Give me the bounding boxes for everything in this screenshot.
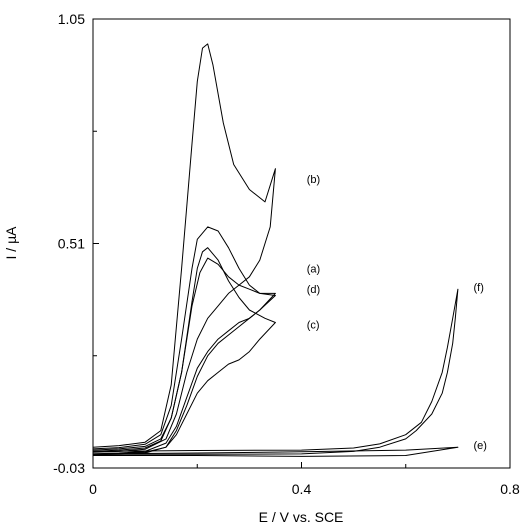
y-axis-title: I / µA	[3, 226, 19, 260]
x-tick-label: 0	[89, 481, 97, 497]
series-curve-6	[92, 288, 459, 455]
series-curve-4	[92, 226, 276, 455]
y-tick-label: 0.51	[58, 236, 85, 252]
curve-label: (e)	[474, 440, 487, 452]
series-curve-5	[92, 446, 459, 457]
curve-label: (a)	[307, 263, 320, 275]
curve-labels-group: (b) (a) (d) (c) (f) (e)	[307, 174, 487, 452]
x-tick-label: 0.4	[292, 481, 312, 497]
series-curve-2	[92, 43, 276, 453]
curve-label: (b)	[307, 174, 320, 186]
curve-label: (c)	[307, 320, 320, 332]
x-axis-title: E / V vs. SCE	[259, 509, 344, 525]
x-tick-label: 0.8	[500, 481, 520, 497]
series-curve-3	[92, 247, 276, 456]
curve-label: (f)	[474, 282, 484, 294]
y-tick-label: -0.03	[53, 460, 85, 476]
curves-group	[92, 43, 459, 457]
plot-frame	[92, 18, 511, 469]
y-tick-label: 1.05	[58, 11, 85, 27]
ticks-group: 0 0.4 0.8 1.05 0.51 -0.03	[53, 11, 520, 497]
curve-label: (d)	[307, 284, 320, 296]
